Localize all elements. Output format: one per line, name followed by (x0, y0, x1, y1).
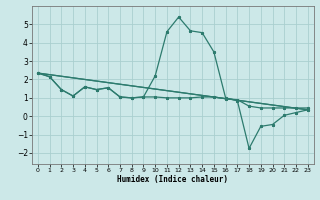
X-axis label: Humidex (Indice chaleur): Humidex (Indice chaleur) (117, 175, 228, 184)
